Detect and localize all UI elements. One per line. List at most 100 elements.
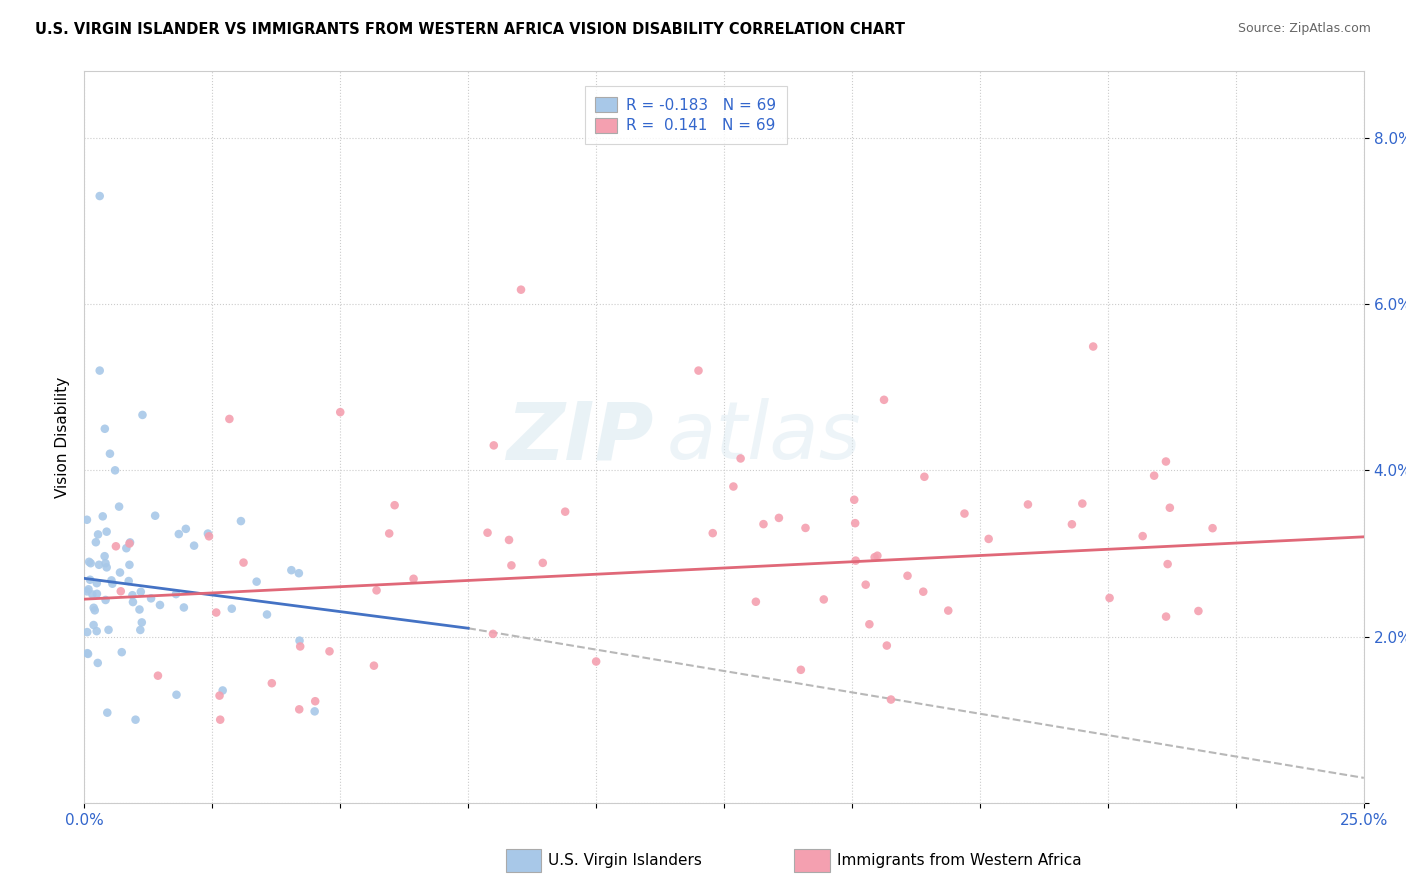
Point [218, 412, 240, 426]
Point [211, 683, 233, 698]
Point [723, 479, 745, 493]
Point [108, 500, 131, 514]
Point [288, 702, 311, 716]
Point [1159, 500, 1181, 515]
Point [896, 568, 918, 582]
Point [115, 541, 138, 556]
Point [209, 713, 232, 727]
Point [129, 584, 152, 599]
Point [288, 566, 311, 581]
Point [366, 583, 388, 598]
Point [131, 408, 153, 422]
Text: atlas: atlas [666, 398, 862, 476]
Point [77, 582, 100, 597]
Point [96, 706, 118, 720]
Point [363, 658, 385, 673]
Point [318, 644, 340, 658]
Point [378, 526, 401, 541]
Point [256, 607, 278, 622]
Point [149, 598, 172, 612]
Point [118, 535, 141, 549]
Point [863, 550, 886, 565]
Point [1201, 521, 1223, 535]
Point [183, 539, 205, 553]
Point [205, 606, 228, 620]
Point [82, 587, 104, 601]
Point [844, 492, 866, 507]
Point [510, 283, 533, 297]
Point [501, 558, 523, 573]
Point [79, 556, 101, 570]
Point [794, 521, 817, 535]
Point [166, 688, 188, 702]
Point [246, 574, 269, 589]
Point [280, 563, 302, 577]
Point [1154, 609, 1177, 624]
Point [304, 705, 326, 719]
Point [197, 526, 219, 541]
Point [702, 526, 724, 541]
Point [131, 615, 153, 630]
Point [84, 535, 107, 549]
Point [1017, 498, 1039, 512]
Point [554, 505, 576, 519]
Point [122, 595, 145, 609]
Point [94, 556, 117, 570]
Point [89, 189, 111, 203]
Point [221, 601, 243, 615]
Point [858, 617, 880, 632]
Point [232, 556, 254, 570]
Point [93, 549, 115, 564]
Point [768, 511, 790, 525]
Point [229, 514, 252, 528]
Point [402, 572, 425, 586]
Point [118, 574, 141, 588]
Point [139, 591, 162, 606]
Point [76, 513, 98, 527]
Point [128, 602, 150, 616]
Point [1154, 454, 1177, 468]
Point [94, 593, 117, 607]
Point [813, 592, 835, 607]
Point [477, 525, 499, 540]
Point [1098, 591, 1121, 605]
Point [129, 623, 152, 637]
Point [77, 555, 100, 569]
Point [173, 600, 195, 615]
Point [1156, 557, 1178, 571]
Point [752, 517, 775, 532]
Point [531, 556, 554, 570]
Point [83, 600, 105, 615]
Point [329, 405, 352, 419]
Point [936, 604, 959, 618]
Point [146, 668, 169, 682]
Point [83, 603, 105, 617]
Point [880, 692, 903, 706]
Point [866, 549, 889, 563]
Point [77, 647, 100, 661]
Point [1083, 339, 1105, 353]
Legend: R = -0.183   N = 69, R =  0.141   N = 69: R = -0.183 N = 69, R = 0.141 N = 69 [585, 87, 787, 145]
Point [174, 522, 197, 536]
Point [97, 623, 120, 637]
Point [76, 646, 98, 660]
Point [118, 558, 141, 572]
Point [482, 627, 505, 641]
Point [167, 527, 190, 541]
Point [143, 508, 166, 523]
Point [76, 584, 98, 599]
Point [100, 574, 122, 588]
Point [208, 689, 231, 703]
Point [873, 392, 896, 407]
Point [384, 498, 406, 512]
Point [110, 584, 132, 599]
Point [688, 363, 710, 377]
Point [1060, 517, 1083, 532]
Point [288, 633, 311, 648]
Point [101, 576, 124, 591]
Point [304, 694, 326, 708]
Point [104, 539, 127, 553]
Point [76, 625, 98, 640]
Point [87, 527, 110, 541]
Point [89, 363, 111, 377]
